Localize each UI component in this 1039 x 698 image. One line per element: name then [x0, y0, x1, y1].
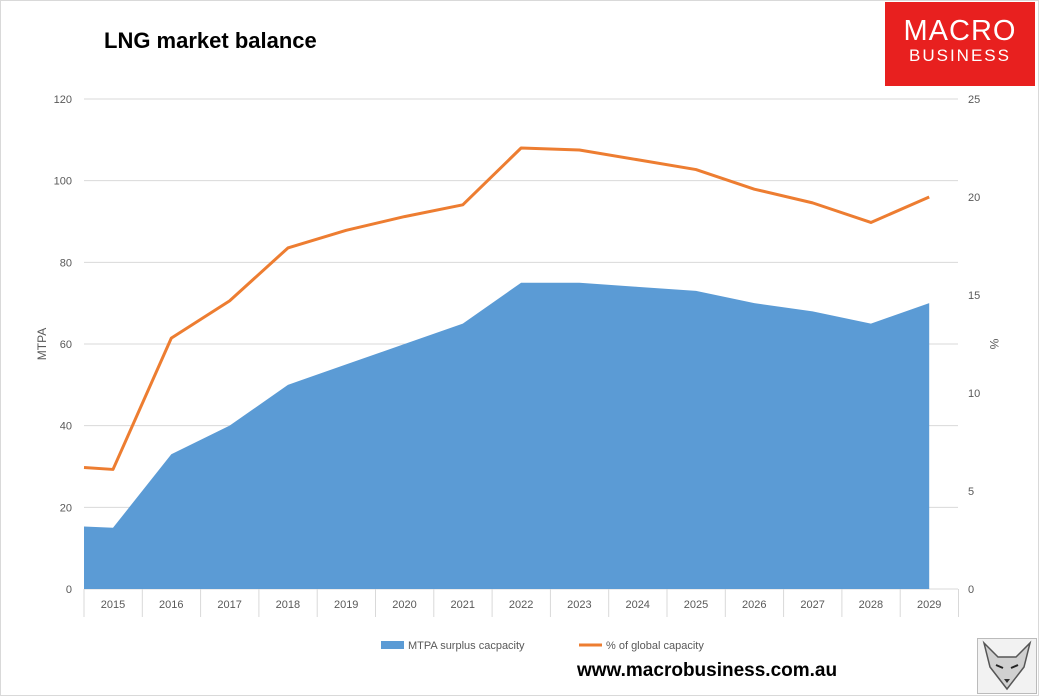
y2-tick-0: 0 [968, 584, 974, 596]
y-tick-120: 120 [54, 94, 72, 106]
y-tick-0: 0 [66, 584, 72, 596]
y-tick-40: 40 [60, 421, 72, 433]
x-tick-2023: 2023 [567, 599, 591, 611]
global-capacity-line [83, 146, 930, 471]
macrobusiness-logo: MACRO BUSINESS [885, 2, 1035, 86]
x-tick-2019: 2019 [334, 599, 358, 611]
logo-line-2: BUSINESS [909, 46, 1011, 65]
y2-axis-label: % [987, 339, 1001, 350]
y-axis-label: MTPA [35, 328, 49, 360]
x-tick-2015: 2015 [101, 599, 125, 611]
x-tick-2027: 2027 [800, 599, 824, 611]
y2-tick-20: 20 [968, 192, 980, 204]
y-tick-20: 20 [60, 502, 72, 514]
x-tick-2017: 2017 [217, 599, 241, 611]
x-axis-ticks: 2015 2016 2017 2018 2019 2020 2021 2022 2023 2024… [83, 589, 959, 617]
y2-tick-15: 15 [968, 290, 980, 302]
y2-axis-ticks: 0 5 10 15 20 25 [968, 94, 980, 596]
x-tick-2021: 2021 [451, 599, 475, 611]
x-tick-2026: 2026 [742, 599, 766, 611]
y-tick-80: 80 [60, 257, 72, 269]
x-tick-2018: 2018 [276, 599, 300, 611]
x-tick-2022: 2022 [509, 599, 533, 611]
x-tick-2025: 2025 [684, 599, 708, 611]
fox-mascot-icon [977, 638, 1037, 694]
website-url: www.macrobusiness.com.au [577, 660, 838, 681]
y-tick-60: 60 [60, 339, 72, 351]
y-axis-ticks: 0 20 40 60 80 100 120 [54, 94, 72, 596]
x-tick-2029: 2029 [917, 599, 941, 611]
x-tick-2028: 2028 [859, 599, 883, 611]
legend-line-label: % of global capacity [606, 640, 704, 652]
y-tick-100: 100 [54, 176, 72, 188]
legend: MTPA surplus cacpacity % of global capac… [381, 640, 704, 652]
logo-line-1: MACRO [903, 15, 1017, 47]
y2-tick-10: 10 [968, 388, 980, 400]
y2-tick-5: 5 [968, 486, 974, 498]
chart-title: LNG market balance [104, 28, 317, 53]
x-tick-2020: 2020 [392, 599, 416, 611]
mtpa-surplus-area [84, 282, 930, 589]
x-tick-2016: 2016 [159, 599, 183, 611]
y2-tick-25: 25 [968, 94, 980, 106]
legend-area-label: MTPA surplus cacpacity [408, 640, 525, 652]
legend-area-swatch [381, 641, 404, 649]
x-tick-2024: 2024 [625, 599, 649, 611]
